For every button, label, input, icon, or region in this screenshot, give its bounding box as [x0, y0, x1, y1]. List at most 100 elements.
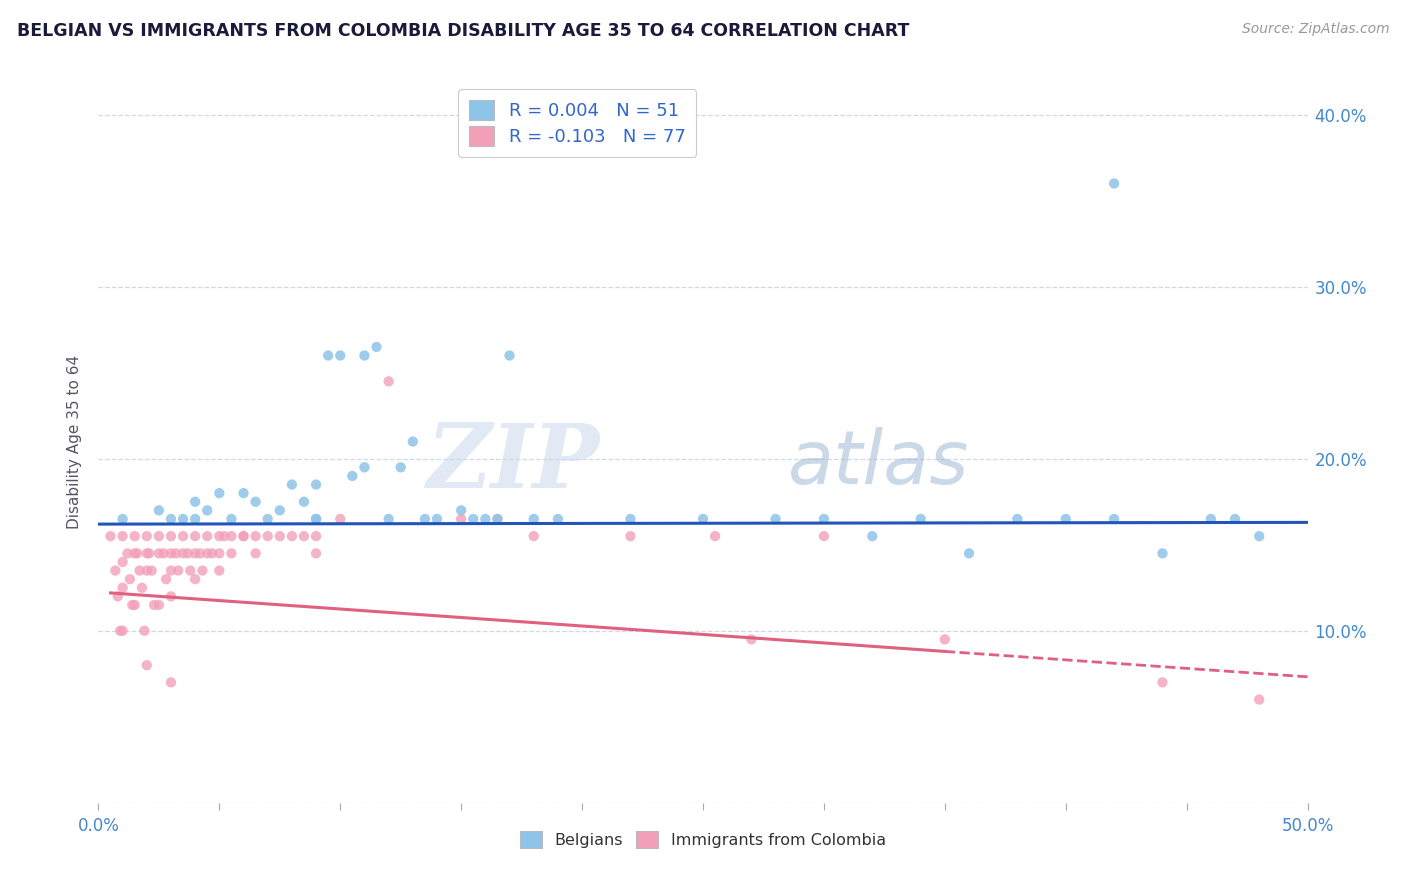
Point — [195, 529, 218, 543]
Text: BELGIAN VS IMMIGRANTS FROM COLOMBIA DISABILITY AGE 35 TO 64 CORRELATION CHART: BELGIAN VS IMMIGRANTS FROM COLOMBIA DISA… — [17, 22, 910, 40]
Point — [245, 529, 267, 543]
Point — [117, 546, 139, 560]
Legend: Belgians, Immigrants from Colombia: Belgians, Immigrants from Colombia — [512, 822, 894, 856]
Point — [131, 581, 153, 595]
Text: ZIP: ZIP — [427, 420, 600, 507]
Point — [1249, 529, 1271, 543]
Point — [377, 512, 399, 526]
Point — [148, 546, 170, 560]
Point — [135, 529, 157, 543]
Point — [100, 529, 122, 543]
Point — [402, 434, 425, 449]
Point — [127, 546, 149, 560]
Point — [1007, 512, 1029, 526]
Point — [160, 564, 183, 578]
Point — [155, 572, 177, 586]
Point — [1249, 692, 1271, 706]
Point — [305, 546, 328, 560]
Point — [292, 529, 315, 543]
Point — [195, 546, 218, 560]
Point — [281, 529, 304, 543]
Point — [138, 546, 160, 560]
Point — [269, 529, 291, 543]
Point — [152, 546, 174, 560]
Point — [305, 477, 328, 491]
Point — [111, 624, 134, 638]
Point — [195, 503, 218, 517]
Point — [523, 512, 546, 526]
Point — [121, 598, 143, 612]
Point — [148, 598, 170, 612]
Point — [111, 581, 134, 595]
Point — [316, 349, 339, 363]
Point — [1152, 675, 1174, 690]
Point — [389, 460, 412, 475]
Point — [208, 529, 231, 543]
Point — [232, 529, 254, 543]
Point — [450, 512, 472, 526]
Point — [160, 529, 183, 543]
Point — [692, 512, 714, 526]
Point — [111, 512, 134, 526]
Point — [256, 529, 278, 543]
Point — [141, 564, 163, 578]
Point — [179, 564, 201, 578]
Text: Source: ZipAtlas.com: Source: ZipAtlas.com — [1241, 22, 1389, 37]
Point — [167, 564, 190, 578]
Point — [619, 529, 641, 543]
Point — [148, 503, 170, 517]
Point — [342, 469, 364, 483]
Point — [413, 512, 436, 526]
Point — [256, 512, 278, 526]
Y-axis label: Disability Age 35 to 64: Disability Age 35 to 64 — [67, 354, 83, 529]
Point — [232, 529, 254, 543]
Point — [221, 512, 243, 526]
Point — [245, 546, 267, 560]
Point — [450, 503, 472, 517]
Point — [124, 598, 146, 612]
Point — [165, 546, 187, 560]
Point — [184, 572, 207, 586]
Point — [305, 529, 328, 543]
Point — [111, 529, 134, 543]
Point — [160, 512, 183, 526]
Point — [523, 529, 546, 543]
Point — [377, 375, 399, 389]
Point — [353, 349, 375, 363]
Point — [1152, 546, 1174, 560]
Point — [208, 546, 231, 560]
Point — [208, 564, 231, 578]
Point — [245, 494, 267, 508]
Point — [135, 546, 157, 560]
Point — [957, 546, 980, 560]
Point — [619, 512, 641, 526]
Point — [172, 529, 194, 543]
Point — [191, 564, 214, 578]
Point — [160, 675, 183, 690]
Point — [128, 564, 150, 578]
Point — [486, 512, 509, 526]
Point — [108, 624, 131, 638]
Point — [498, 349, 520, 363]
Point — [221, 529, 243, 543]
Point — [1223, 512, 1246, 526]
Point — [463, 512, 485, 526]
Point — [366, 340, 388, 354]
Point — [118, 572, 141, 586]
Point — [208, 486, 231, 500]
Point — [269, 503, 291, 517]
Point — [704, 529, 727, 543]
Point — [221, 546, 243, 560]
Point — [813, 529, 835, 543]
Point — [184, 494, 207, 508]
Point — [486, 512, 509, 526]
Point — [474, 512, 496, 526]
Point — [305, 512, 328, 526]
Point — [292, 494, 315, 508]
Point — [135, 658, 157, 673]
Text: atlas: atlas — [787, 427, 969, 500]
Point — [124, 529, 146, 543]
Point — [329, 512, 352, 526]
Point — [135, 564, 157, 578]
Point — [184, 529, 207, 543]
